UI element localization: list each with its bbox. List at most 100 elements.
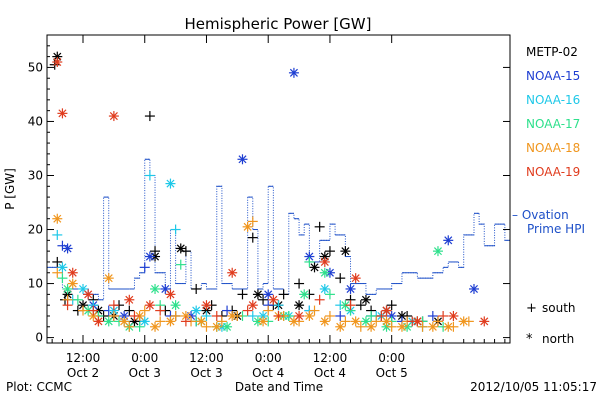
south-point [201,321,212,332]
legend-south-symbol: + [526,301,537,316]
south-point [273,310,284,321]
north-point [479,316,490,327]
x-tick-label-date: Oct 3 [129,366,161,380]
south-point [201,310,212,321]
south-point [108,300,119,311]
north-point [144,300,155,311]
south-point [355,300,366,311]
north-point [242,221,253,232]
north-point [319,256,330,267]
north-point [103,316,114,327]
north-point [165,289,176,300]
south-point [355,321,366,332]
north-point [340,246,351,257]
legend-north-symbol: * [526,332,533,347]
north-point [191,305,202,316]
south-point [427,310,438,321]
x-tick-label-time: 0:00 [131,351,158,365]
north-point [124,294,135,305]
south-point [247,232,258,243]
south-point [273,300,284,311]
south-point [191,283,202,294]
north-point [366,321,377,332]
south-point [222,305,233,316]
south-point [304,256,315,267]
north-point [62,243,73,254]
south-point [371,316,382,327]
south-point [263,305,274,316]
y-tick-label: 20 [28,223,43,237]
south-point [108,310,119,321]
south-point [180,246,191,257]
north-point [350,273,361,284]
north-point [381,316,392,327]
north-point [108,111,119,122]
north-point [237,154,248,165]
x-tick-label-date: Oct 4 [314,366,346,380]
north-point [299,289,310,300]
south-point [129,310,140,321]
south-point [309,305,320,316]
south-point [155,305,166,316]
legend-south-label: south [542,301,576,315]
y-tick-label: 10 [28,277,43,291]
north-point [345,283,356,294]
legend-entry: NOAA-17 [526,117,580,131]
north-point [335,321,346,332]
south-point [376,310,387,321]
south-point [180,316,191,327]
south-point [247,310,258,321]
north-point [396,321,407,332]
ovation-line-layer [47,158,510,301]
south-point [124,321,135,332]
data-points-layer [49,51,490,332]
legend-entry: NOAA-18 [526,141,580,155]
y-tick-label: 30 [28,168,43,182]
south-point [258,294,269,305]
south-point [211,310,222,321]
south-point [216,316,227,327]
x-axis-label: Date and Time [235,380,323,394]
north-point [360,294,371,305]
south-point [134,321,145,332]
legend-ovation: – Ovation [512,208,569,222]
north-point [247,300,258,311]
north-point [83,289,94,300]
y-tick-label: 0 [35,331,43,345]
legend-entry: NOAA-19 [526,165,580,179]
plot-frame [46,34,511,344]
south-point [78,305,89,316]
north-point [150,321,161,332]
north-point [67,278,78,289]
north-point [443,235,454,246]
north-point [319,283,330,294]
south-point [124,305,135,316]
south-point [62,300,73,311]
south-point [52,229,63,240]
south-point [247,216,258,227]
south-point [366,310,377,321]
legend-entry: NOAA-16 [526,93,580,107]
north-point [252,289,263,300]
x-tick-label-time: 0:00 [378,351,405,365]
north-point [52,213,63,224]
legend-north-label: north [542,332,574,346]
x-tick-label-date: Oct 5 [376,366,408,380]
x-tick-label-date: Oct 4 [252,366,284,380]
x-tick-label-time: 12:00 [313,351,348,365]
north-point [258,316,269,327]
legend-entry: METP-02 [526,45,578,59]
north-point [309,262,320,273]
south-point [57,240,68,251]
south-point [335,273,346,284]
south-point [139,305,150,316]
north-point [222,321,233,332]
south-point [340,316,351,327]
north-point [103,273,114,284]
north-point [468,283,479,294]
x-tick-label-date: Oct 2 [67,366,99,380]
footer-left: Plot: CCMC [6,380,72,394]
south-point [438,310,449,321]
